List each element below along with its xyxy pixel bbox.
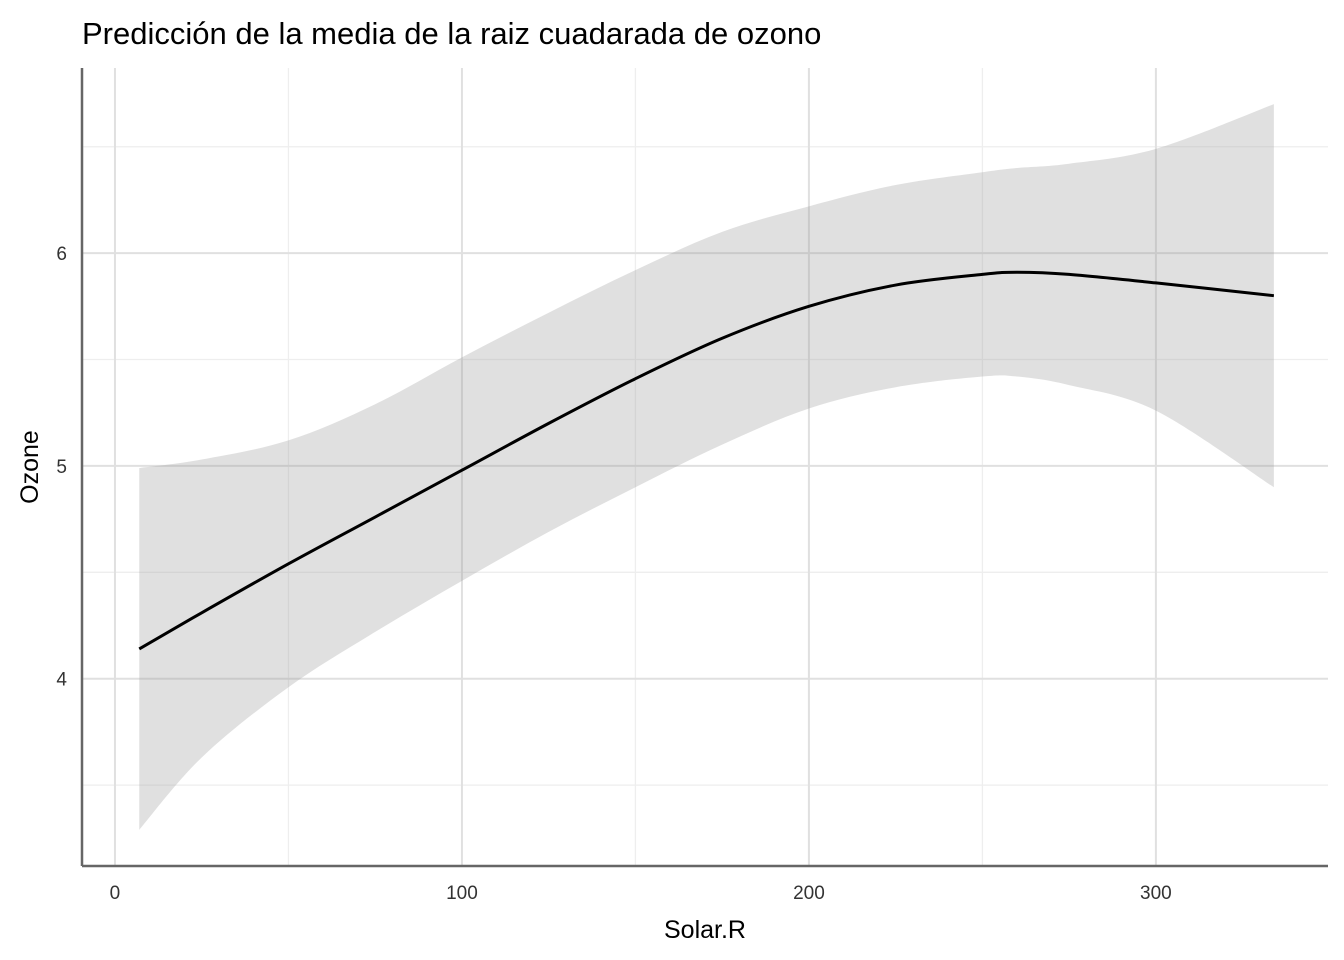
x-tick-label: 300 [1140,883,1172,904]
confidence-band-area [139,104,1274,830]
y-tick-label: 4 [56,670,67,691]
axes [80,68,1328,868]
chart-title: Predicción de la media de la raiz cuadar… [82,16,821,51]
confidence-band [139,104,1274,830]
x-tick-label: 100 [446,883,478,904]
fit-line [138,270,1275,651]
x-tick-label: 0 [110,883,121,904]
x-tick-label: 200 [793,883,825,904]
x-axis-label: Solar.R [664,916,746,944]
grid [82,68,1328,866]
y-axis-label: Ozone [16,430,44,504]
fit-line-group [138,270,1275,651]
y-tick-label: 6 [56,244,67,265]
y-tick-label: 5 [56,457,67,478]
tick-labels: 0 100 200 300 4 5 6 [56,244,1171,904]
